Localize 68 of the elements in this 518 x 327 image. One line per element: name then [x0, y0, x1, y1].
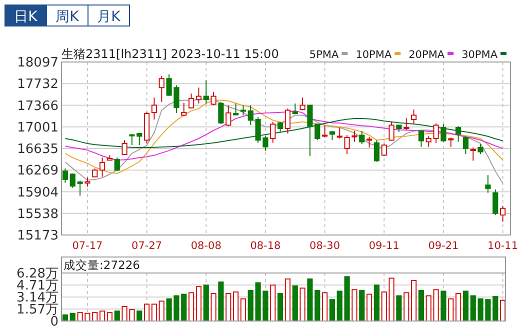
- bar: [232, 291, 239, 322]
- bar: [144, 304, 150, 322]
- y-tick-label: 16269: [17, 164, 58, 179]
- candlestick: [410, 109, 417, 126]
- text: 月K: [97, 9, 122, 25]
- bar: [448, 298, 454, 322]
- legend-label: 10PMA: [356, 49, 392, 61]
- bar: [329, 299, 336, 322]
- bar: [151, 304, 158, 322]
- chart-title: 生猪2311[lh2311] 2023-10-11 15:00: [62, 47, 279, 61]
- candlestick: [485, 174, 491, 194]
- bar: [158, 300, 164, 322]
- y-tick-label: 17366: [17, 98, 58, 114]
- x-tick-label: 10-11: [488, 240, 518, 252]
- y-tick-label: 17001: [17, 120, 58, 136]
- bar: [188, 292, 194, 322]
- bar: [270, 284, 276, 322]
- candlestick: [374, 140, 380, 162]
- bar: [284, 278, 291, 322]
- candlestick: [210, 91, 216, 106]
- bar: [196, 286, 202, 322]
- y-tick-label: 15904: [17, 185, 58, 200]
- chart-title: 成交量:27226: [64, 258, 140, 272]
- bar: [440, 290, 446, 322]
- y-tick-label: 18097: [17, 56, 58, 70]
- bar: [404, 292, 410, 322]
- bar: [366, 294, 372, 322]
- legend-label: 20PMA: [408, 49, 446, 61]
- bar: [396, 295, 402, 322]
- candlestick: [151, 97, 158, 120]
- bar: [374, 284, 380, 322]
- bar: [322, 292, 328, 322]
- y-tick-label: 1.57万: [16, 302, 58, 318]
- y-tick-label: 15173: [17, 228, 58, 244]
- text: 周K: [56, 9, 80, 25]
- y-tick-label: 16635: [17, 142, 58, 157]
- bar: [226, 292, 232, 322]
- bar: [277, 292, 284, 322]
- bar: [114, 310, 120, 322]
- bar: [136, 310, 142, 322]
- x-tick-label: 09-21: [428, 240, 459, 252]
- bar: [210, 292, 216, 322]
- bar: [300, 288, 306, 322]
- legend-label: 5PMA: [309, 49, 340, 61]
- bar: [218, 282, 224, 322]
- bar: [203, 284, 209, 322]
- x-tick-label: 07-27: [132, 240, 162, 252]
- bar: [418, 290, 424, 322]
- bar: [455, 292, 462, 322]
- bar: [410, 280, 417, 322]
- y-tick-label: 17732: [17, 77, 58, 92]
- bar: [99, 310, 106, 322]
- y-tick-label: 0: [50, 314, 58, 327]
- x-tick-label: 08-18: [250, 240, 281, 252]
- bar: [240, 298, 246, 322]
- x-tick-label: 08-08: [190, 240, 222, 252]
- bar: [359, 290, 365, 322]
- candlestick: [99, 156, 106, 178]
- bar: [352, 289, 358, 322]
- bar: [462, 290, 469, 322]
- x-tick-label: 07-17: [72, 240, 103, 252]
- text: 日K: [14, 9, 38, 25]
- x-tick-label: 08-30: [310, 240, 340, 252]
- legend-label: 30PMA: [462, 49, 498, 61]
- bar: [292, 285, 298, 322]
- y-tick-label: 15538: [17, 206, 58, 222]
- bar: [106, 312, 113, 322]
- x-tick-label: 09-11: [368, 240, 400, 252]
